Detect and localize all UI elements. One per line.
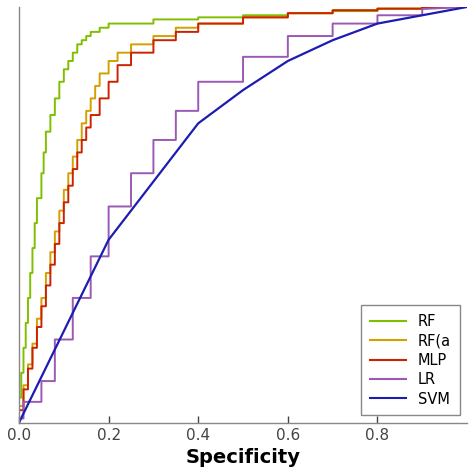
X-axis label: Specificity: Specificity xyxy=(185,448,301,467)
Legend: RF, RF(a, MLP, LR, SVM: RF, RF(a, MLP, LR, SVM xyxy=(361,305,460,415)
